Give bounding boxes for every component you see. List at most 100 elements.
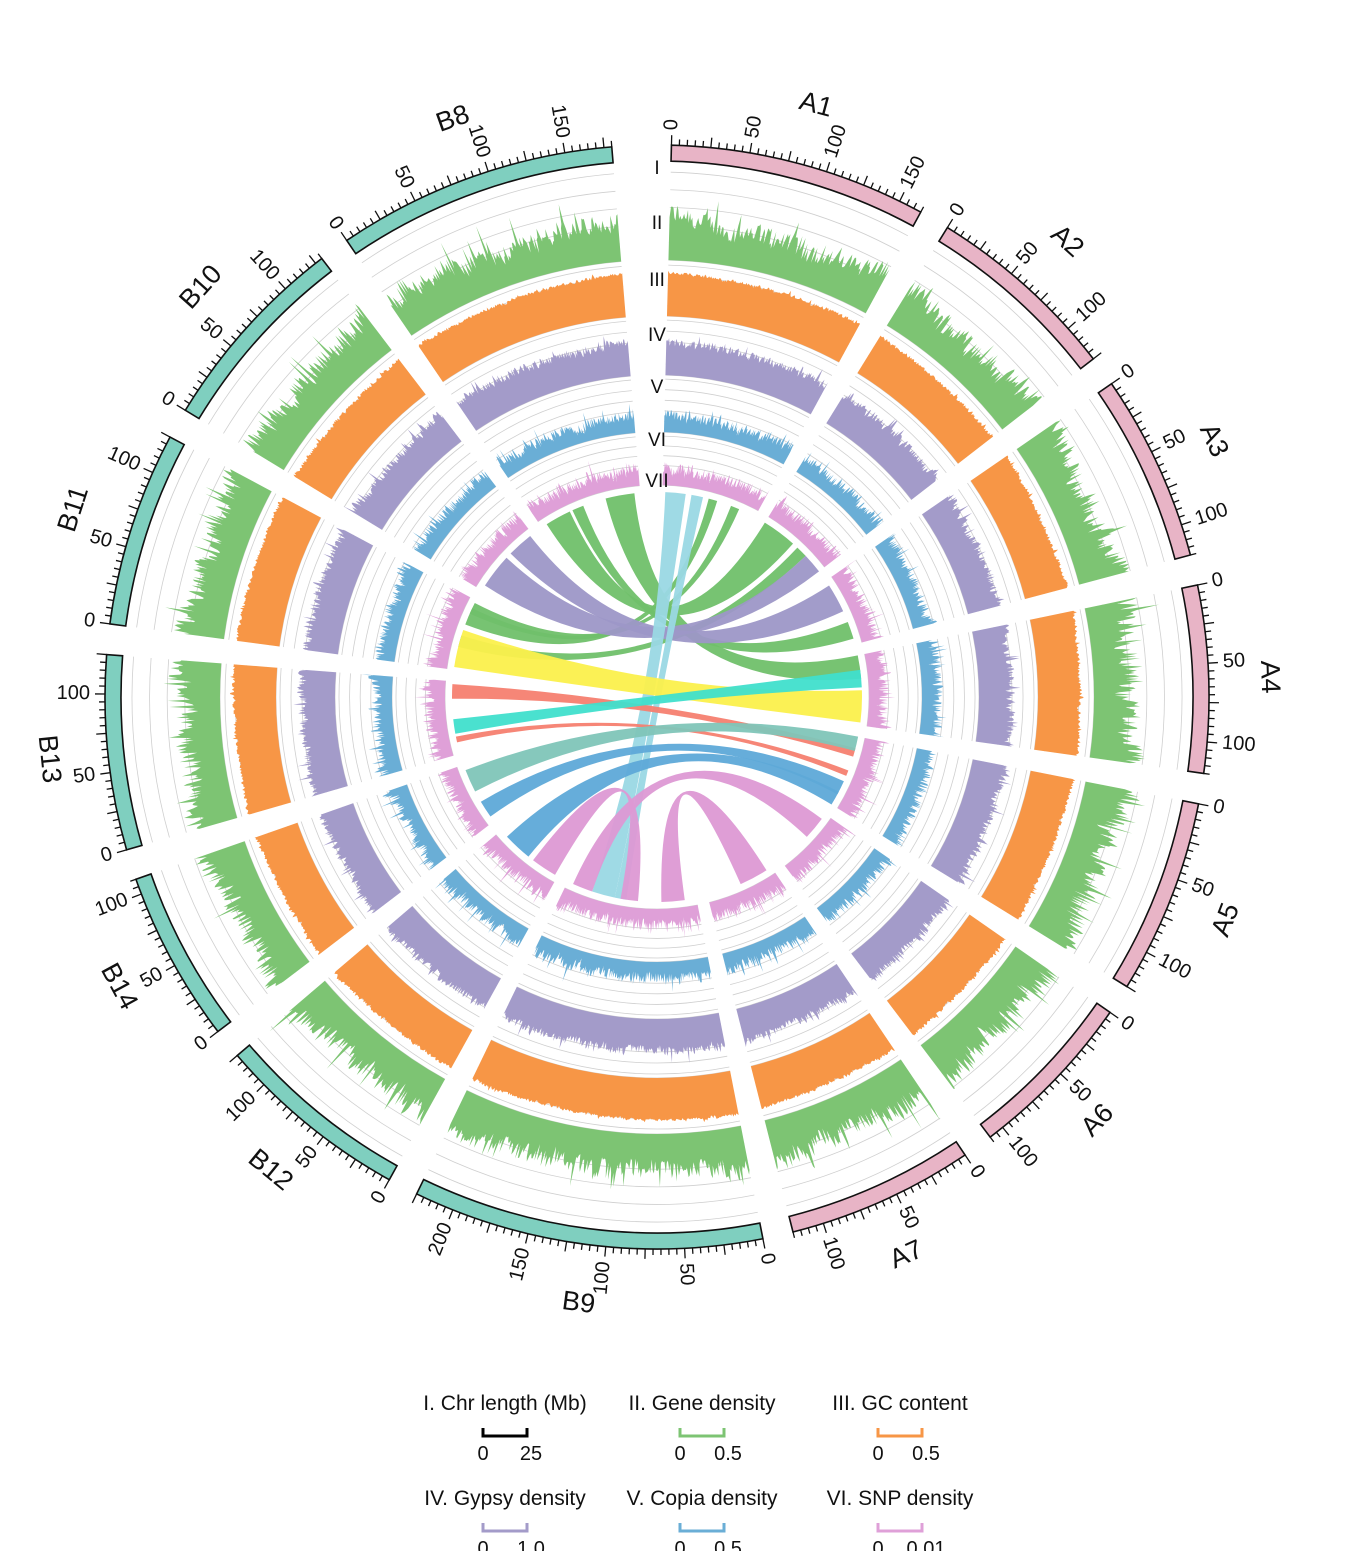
- tick-mark: [1085, 1043, 1095, 1051]
- tick-mark: [1008, 1121, 1014, 1128]
- tick-mark: [906, 199, 911, 206]
- tick-mark: [426, 188, 430, 195]
- tick-label: 0: [98, 843, 115, 867]
- tick-label: 100: [1155, 949, 1195, 984]
- grid-line: [849, 385, 947, 474]
- grid-line: [444, 680, 454, 756]
- grid-line: [796, 471, 867, 535]
- track-snp: [395, 435, 919, 959]
- tick-mark: [222, 339, 232, 347]
- legend-max: 0.01: [907, 1538, 946, 1551]
- tick-mark: [731, 1243, 734, 1250]
- tick-label: 0: [945, 199, 970, 220]
- tick-mark: [1016, 273, 1022, 280]
- gypsy-density-b8: [456, 335, 631, 431]
- tick-mark: [1164, 477, 1171, 482]
- tick-mark: [1198, 590, 1206, 594]
- grid-line: [918, 756, 959, 859]
- grid-line: [443, 1137, 752, 1188]
- tick-mark: [580, 1243, 583, 1250]
- tick-mark: [1203, 772, 1210, 775]
- tick-mark: [165, 958, 172, 963]
- tick-mark: [899, 191, 905, 202]
- grid-line: [1103, 798, 1173, 973]
- grid-line: [397, 573, 428, 663]
- grid-line: [788, 483, 856, 544]
- grid-line: [957, 634, 965, 740]
- tick-mark: [896, 1193, 902, 1204]
- tick-label: 100: [92, 888, 131, 920]
- tick-mark: [986, 248, 991, 255]
- link-b8-a2: [546, 511, 794, 616]
- tick-mark: [1207, 741, 1218, 744]
- tick-mark: [312, 1131, 318, 1137]
- tick-mark: [953, 226, 958, 233]
- grid-line: [428, 776, 466, 844]
- grid-line: [349, 673, 363, 783]
- link-b12-b9: [533, 787, 641, 902]
- tick-mark: [427, 1200, 432, 1207]
- tick-mark: [472, 1217, 476, 1224]
- tick-mark: [1204, 764, 1211, 767]
- grid-line: [909, 522, 955, 619]
- chromosome-label-a1: A1: [796, 85, 836, 123]
- tick-mark: [1187, 849, 1194, 853]
- tick-label: 50: [136, 963, 166, 993]
- tick-mark: [114, 826, 121, 830]
- tick-mark: [1205, 630, 1212, 633]
- grid-line: [778, 499, 841, 556]
- tick-mark: [588, 1244, 591, 1251]
- grid-line: [384, 444, 465, 533]
- tick-mark: [1115, 386, 1122, 391]
- grid-line: [359, 674, 373, 780]
- tick-mark: [1201, 606, 1208, 609]
- tick-mark: [316, 1136, 324, 1146]
- grid-line: [914, 280, 1045, 398]
- tick-mark: [1095, 1031, 1102, 1036]
- tick-mark: [946, 218, 954, 228]
- grid-line: [735, 960, 835, 1006]
- chromosome-b12: [236, 1043, 399, 1181]
- grid-line: [664, 410, 794, 446]
- tick-mark: [1065, 1067, 1071, 1073]
- tick-mark: [207, 1024, 214, 1030]
- tick-mark: [937, 1171, 943, 1178]
- legend-title: III. GC content: [832, 1392, 968, 1415]
- grid-line: [393, 572, 424, 662]
- tick-mark: [718, 142, 721, 149]
- track-label-vii: VII: [645, 471, 668, 492]
- grid-line: [458, 512, 517, 577]
- tick-mark: [317, 253, 323, 259]
- copia-density-b8: [496, 404, 636, 478]
- tick-mark: [100, 772, 111, 775]
- tick-mark: [237, 1060, 243, 1066]
- gypsy-density-a3: [922, 494, 1005, 615]
- grid-line: [1014, 622, 1024, 748]
- link-b10-a2: [484, 555, 820, 638]
- link-b8-a4: [605, 493, 862, 681]
- tick-mark: [586, 143, 589, 150]
- grid-line: [902, 645, 909, 732]
- grid-line: [1059, 418, 1131, 572]
- grid-line: [361, 173, 615, 264]
- chromosome-label-b14: B14: [95, 958, 144, 1015]
- tick-mark: [1159, 923, 1166, 927]
- tick-mark: [1188, 545, 1195, 549]
- tick-mark: [830, 1220, 834, 1227]
- tick-mark: [270, 1095, 276, 1101]
- grid-line: [923, 265, 1059, 387]
- grid-line: [547, 922, 706, 949]
- tick-mark: [1111, 377, 1121, 385]
- grid-line: [300, 821, 358, 926]
- tick-mark: [104, 614, 112, 617]
- tick-mark: [331, 1145, 337, 1152]
- tick-mark: [1166, 908, 1173, 913]
- snp-density-b8: [526, 460, 640, 522]
- tick-mark: [1169, 901, 1176, 905]
- tick-mark: [435, 1203, 439, 1210]
- tick-mark: [116, 849, 127, 854]
- tick-mark: [1185, 537, 1193, 541]
- tick-label: 0: [158, 387, 179, 412]
- chromosome-label-a2: A2: [1045, 218, 1090, 262]
- link-b10-a3: [510, 535, 844, 644]
